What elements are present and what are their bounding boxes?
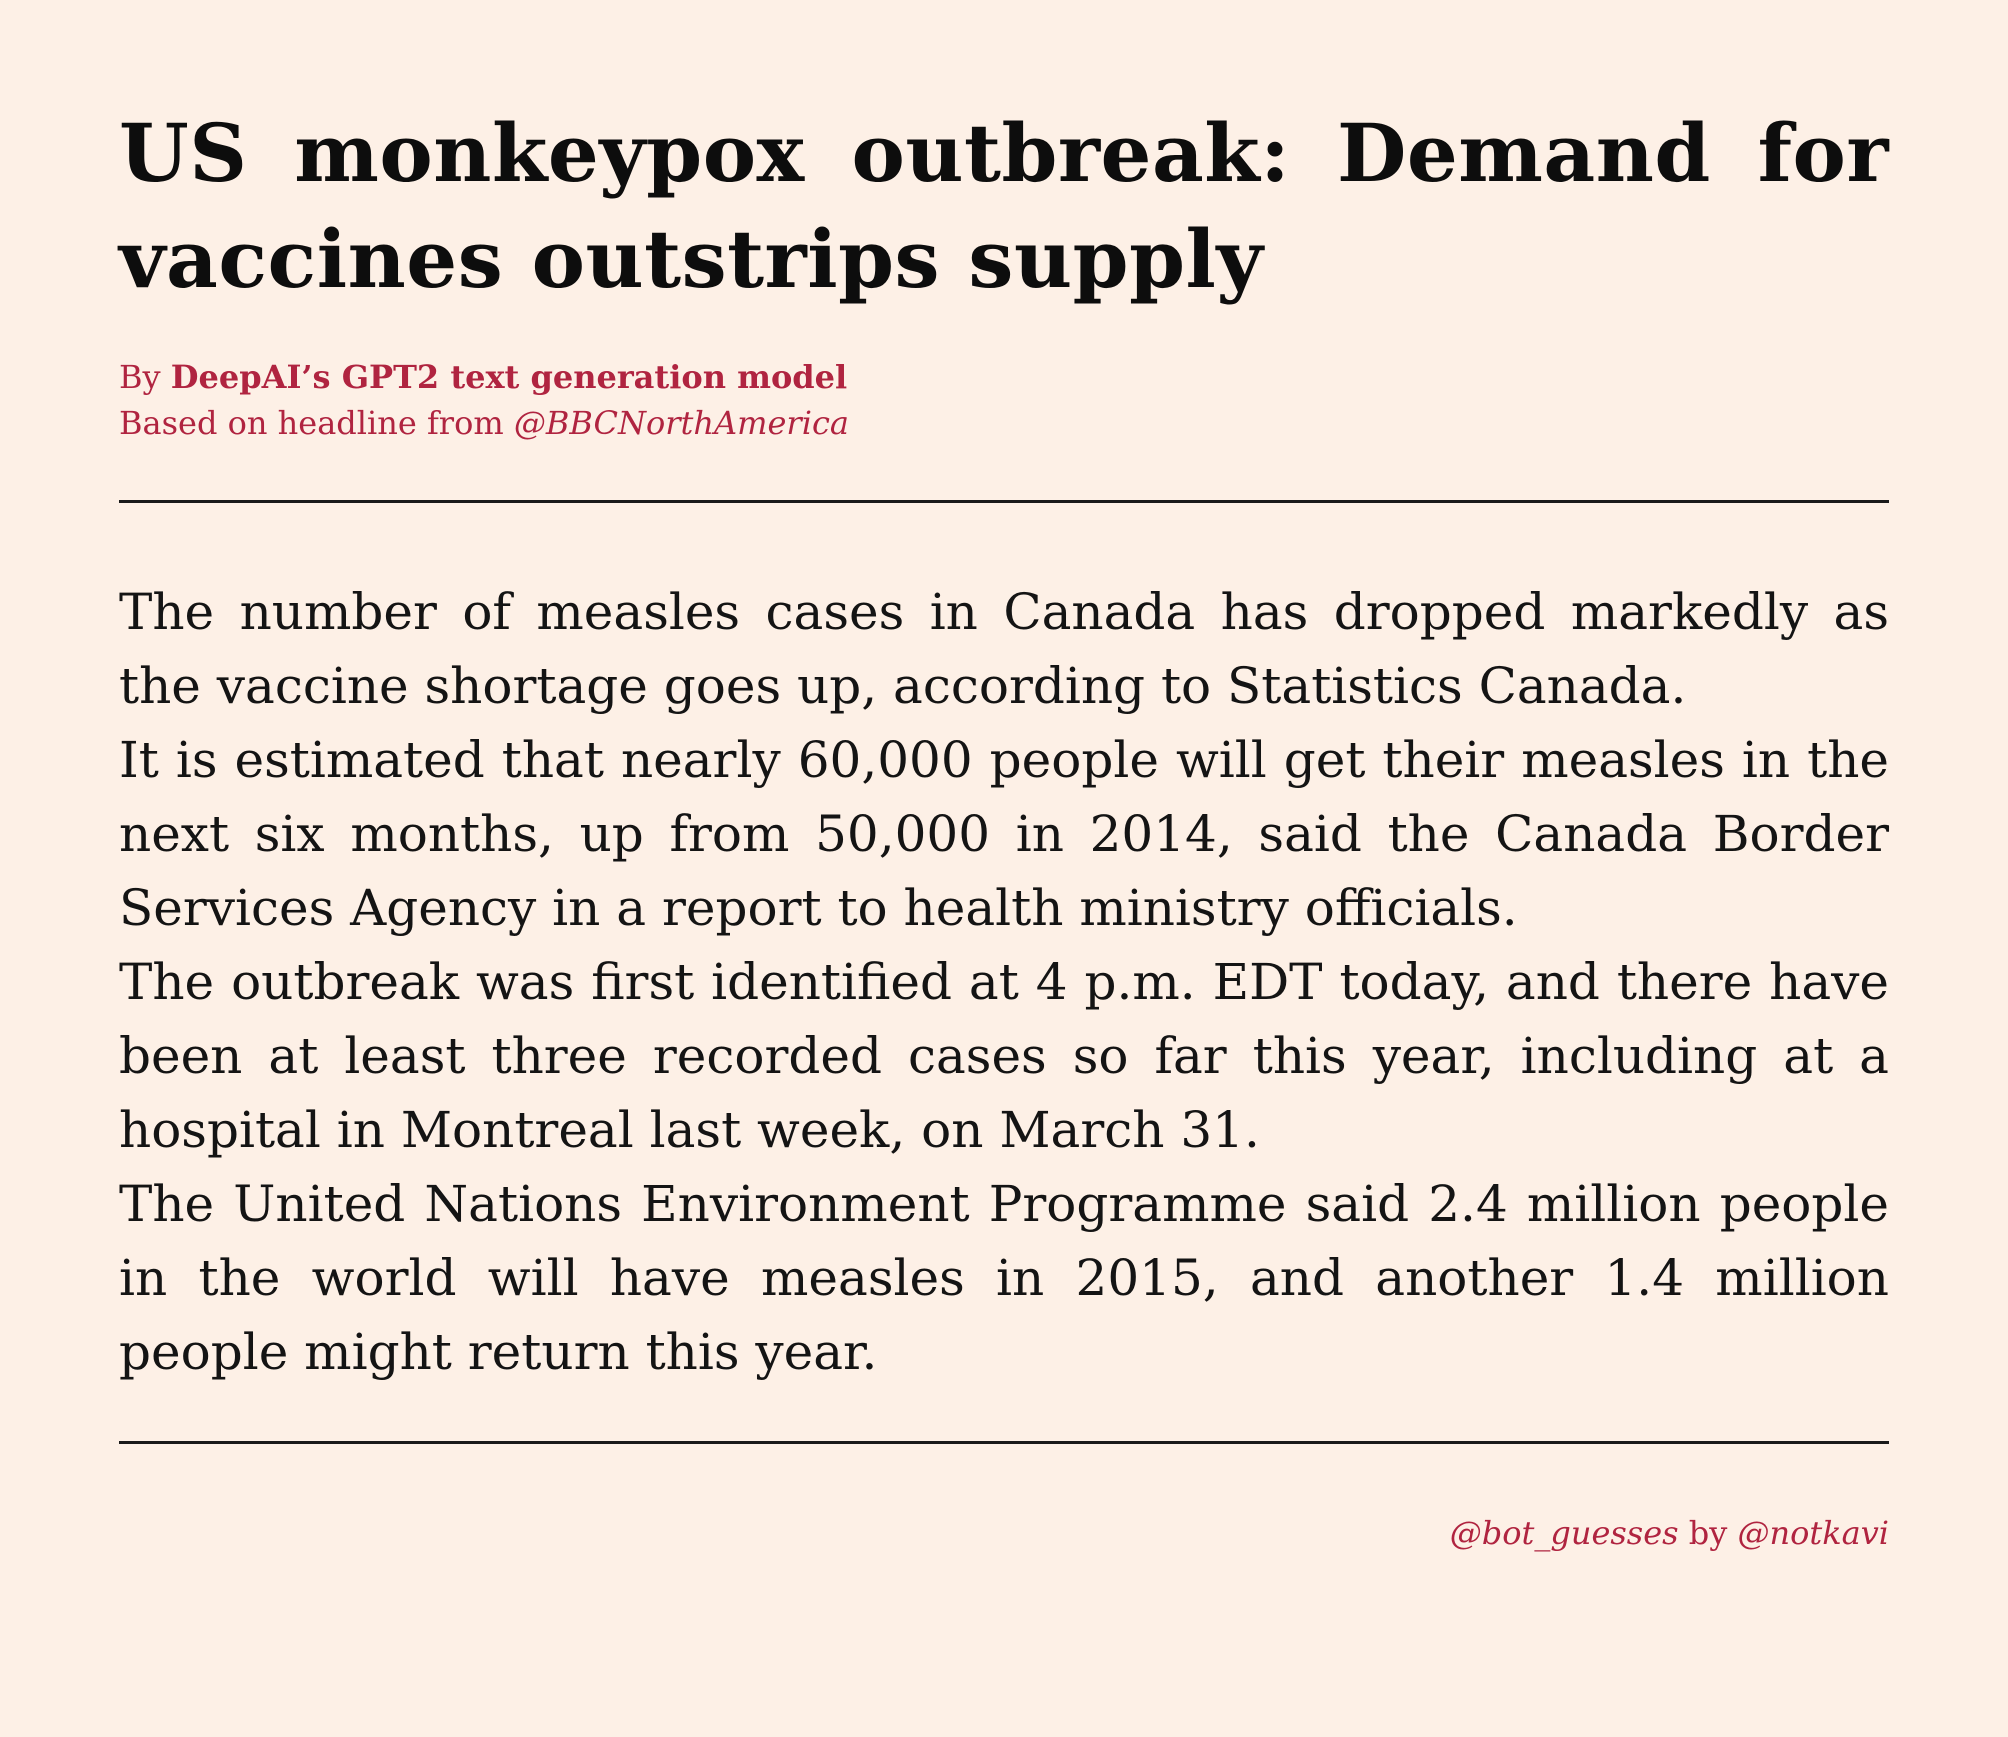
- article-paragraph: It is estimated that nearly 60,000 peopl…: [119, 731, 1889, 937]
- source-handle: @BBCNorthAmerica: [513, 404, 849, 442]
- source-prefix: Based on headline from: [119, 404, 514, 442]
- credit-by: by: [1678, 1514, 1738, 1552]
- by-prefix: By: [119, 358, 171, 396]
- author-handle: @notkavi: [1737, 1514, 1889, 1552]
- article-paragraph: The number of measles cases in Canada ha…: [119, 583, 1889, 715]
- byline-source: Based on headline from @BBCNorthAmerica: [119, 400, 1889, 446]
- article-paragraph: The outbreak was first identified at 4 p…: [119, 953, 1889, 1159]
- divider-bottom: [119, 1441, 1889, 1444]
- headline: US monkeypox outbreak: Demand for vaccin…: [119, 106, 1889, 306]
- credit-line: @bot_guesses by @notkavi: [119, 1514, 1889, 1552]
- article-paragraph: The United Nations Environment Programme…: [119, 1175, 1889, 1381]
- bot-handle: @bot_guesses: [1449, 1514, 1679, 1552]
- divider-top: [119, 500, 1889, 503]
- byline: By DeepAI’s GPT2 text generation model B…: [119, 354, 1889, 446]
- article-body: The number of measles cases in Canada ha…: [119, 575, 1889, 1389]
- article-card: US monkeypox outbreak: Demand for vaccin…: [119, 100, 1889, 1552]
- model-name: DeepAI’s GPT2 text generation model: [170, 358, 848, 396]
- byline-author: By DeepAI’s GPT2 text generation model: [119, 354, 1889, 400]
